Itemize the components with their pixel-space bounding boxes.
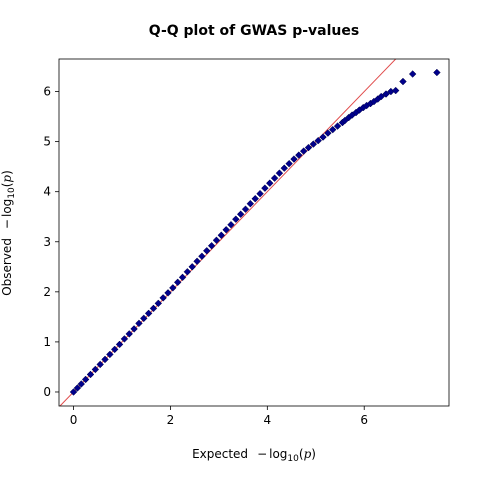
x-axis-label-open: ( bbox=[299, 447, 304, 461]
data-point bbox=[207, 242, 216, 250]
data-point bbox=[251, 194, 259, 203]
data-point bbox=[91, 365, 100, 374]
data-point bbox=[382, 90, 390, 98]
data-point bbox=[377, 92, 385, 101]
y-axis-label: Observed − log10(p) bbox=[0, 170, 17, 296]
data-point bbox=[304, 143, 313, 152]
data-point bbox=[212, 236, 221, 245]
y-axis-label-close: ) bbox=[0, 170, 14, 175]
x-axis: 0 2 4 6 bbox=[70, 406, 368, 427]
data-point bbox=[198, 252, 206, 261]
data-point bbox=[203, 247, 211, 255]
x-axis-label-log: log bbox=[269, 447, 287, 461]
data-point bbox=[101, 355, 109, 364]
data-point bbox=[217, 231, 226, 240]
data-point bbox=[232, 215, 240, 223]
data-point bbox=[256, 189, 264, 198]
data-point bbox=[295, 151, 303, 159]
data-point bbox=[183, 268, 192, 276]
data-point bbox=[73, 384, 82, 392]
data-point bbox=[144, 309, 153, 318]
data-point bbox=[280, 164, 289, 172]
data-point bbox=[106, 350, 114, 359]
x-axis-label-prefix: Expected bbox=[192, 447, 248, 461]
data-point bbox=[77, 380, 86, 388]
x-axis-label-var: p bbox=[304, 447, 312, 461]
data-point bbox=[154, 299, 163, 308]
data-point bbox=[86, 370, 95, 379]
data-point bbox=[319, 133, 327, 141]
y-tick-label: 3 bbox=[43, 235, 51, 249]
data-point bbox=[188, 263, 196, 271]
x-axis-label-sub: 10 bbox=[287, 454, 299, 464]
data-point bbox=[309, 140, 318, 148]
data-point bbox=[130, 325, 138, 333]
data-point bbox=[96, 360, 104, 369]
plot-area bbox=[59, 59, 441, 406]
data-point bbox=[314, 136, 322, 145]
data-point bbox=[285, 159, 293, 168]
data-point bbox=[333, 122, 342, 130]
x-tick-label: 4 bbox=[264, 413, 272, 427]
data-point bbox=[115, 340, 124, 349]
data-point bbox=[193, 257, 201, 266]
data-point bbox=[391, 86, 400, 95]
y-axis: 0 1 2 3 4 5 6 bbox=[43, 85, 59, 399]
x-axis-label-close: ) bbox=[311, 447, 316, 461]
data-point bbox=[159, 294, 167, 302]
y-axis-label-var: p bbox=[0, 175, 14, 183]
y-tick-label: 4 bbox=[43, 185, 51, 199]
data-point bbox=[173, 278, 182, 287]
reference-line bbox=[59, 59, 397, 406]
x-tick-label: 0 bbox=[70, 413, 78, 427]
y-tick-label: 1 bbox=[43, 335, 51, 349]
data-point bbox=[265, 179, 274, 187]
data-point bbox=[178, 273, 187, 282]
data-point bbox=[433, 68, 441, 77]
data-point bbox=[222, 225, 230, 234]
data-point bbox=[290, 155, 298, 163]
x-tick-label: 6 bbox=[360, 413, 368, 427]
data-point bbox=[261, 184, 269, 192]
data-point bbox=[399, 77, 407, 86]
y-axis-label-minus: − bbox=[0, 219, 14, 229]
data-point bbox=[164, 289, 172, 297]
y-tick-label: 5 bbox=[43, 135, 51, 149]
y-tick-label: 2 bbox=[43, 285, 51, 299]
data-point bbox=[135, 319, 143, 328]
data-point bbox=[169, 284, 177, 292]
data-point bbox=[227, 220, 235, 229]
data-point bbox=[81, 375, 90, 384]
data-point bbox=[246, 199, 255, 208]
y-axis-label-sub: 10 bbox=[7, 187, 17, 199]
data-point bbox=[149, 304, 158, 313]
data-point bbox=[120, 335, 129, 343]
y-axis-label-log: log bbox=[0, 199, 14, 217]
data-point bbox=[275, 169, 284, 177]
data-point bbox=[270, 174, 279, 182]
plot-frame bbox=[58, 58, 450, 407]
data-point bbox=[236, 210, 245, 218]
x-tick-label: 2 bbox=[167, 413, 175, 427]
y-axis-label-prefix: Observed bbox=[0, 238, 14, 296]
x-axis-label-minus: − bbox=[257, 447, 267, 461]
data-point bbox=[324, 129, 332, 137]
y-tick-label: 6 bbox=[43, 85, 51, 99]
x-axis-label: Expected − log10(p) bbox=[192, 447, 316, 464]
data-point bbox=[299, 147, 308, 155]
data-point bbox=[110, 345, 119, 354]
data-point bbox=[140, 314, 148, 323]
y-axis-label-open: ( bbox=[0, 183, 14, 188]
data-point bbox=[328, 125, 337, 134]
data-point bbox=[69, 388, 78, 396]
data-point bbox=[125, 330, 134, 338]
data-point bbox=[241, 205, 250, 213]
chart-title: Q-Q plot of GWAS p-values bbox=[149, 23, 359, 39]
y-tick-label: 0 bbox=[43, 385, 51, 399]
data-point bbox=[408, 70, 417, 78]
